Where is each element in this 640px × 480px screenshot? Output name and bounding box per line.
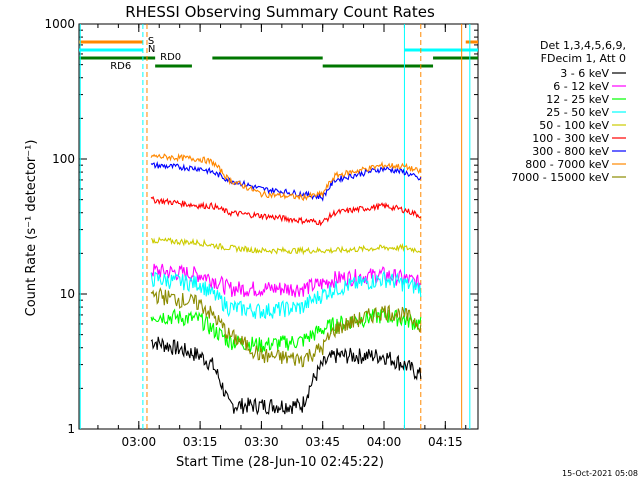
x-tick-label: 03:45 (305, 435, 340, 449)
series-line (150, 161, 422, 202)
legend-label: 300 - 800 keV (532, 145, 609, 158)
series-line (150, 308, 422, 353)
y-axis: 1 10 100 1000 (44, 17, 478, 436)
y-tick-label: 10 (60, 287, 75, 301)
x-tick-label: 04:15 (428, 435, 463, 449)
series-line (150, 287, 422, 368)
plot-frame (78, 23, 479, 430)
legend-label: 7000 - 15000 keV (511, 171, 609, 184)
legend-label: 25 - 50 keV (546, 106, 609, 119)
legend-label: 50 - 100 keV (539, 119, 609, 132)
x-tick-label: 03:30 (244, 435, 279, 449)
legend-label: 3 - 6 keV (560, 67, 609, 80)
legend-header: Det 1,3,4,5,6,9, (540, 39, 626, 52)
saa-flag-label: S (148, 36, 154, 47)
legend-header: FDecim 1, Att 0 (541, 52, 626, 65)
y-tick-label: 1 (67, 422, 75, 436)
decimation-label-rd0: RD0 (160, 52, 181, 63)
x-tick-label: 04:00 (367, 435, 402, 449)
legend-label: 12 - 25 keV (546, 93, 609, 106)
legend-label: 800 - 7000 keV (525, 158, 609, 171)
chart-title: RHESSI Observing Summary Count Rates (125, 3, 435, 21)
x-tick-label: 03:15 (183, 435, 218, 449)
series-line (150, 336, 422, 416)
legend: Det 1,3,4,5,6,9,FDecim 1, Att 0 3 - 6 keV… (511, 39, 626, 184)
series-line (150, 236, 422, 256)
y-axis-label: Count Rate (s⁻¹ detector⁻¹) (24, 140, 39, 317)
attenuator-flags: SN RD0 RD6 (79, 24, 478, 429)
y-tick-label: 1000 (44, 17, 75, 31)
series-line (150, 195, 422, 227)
series-group (150, 152, 422, 416)
series-line (150, 152, 422, 202)
series-line (150, 270, 422, 320)
x-axis: 03:00 03:15 03:30 03:45 04:00 04:15 (97, 24, 467, 449)
night-flag-label: N (148, 44, 155, 55)
x-tick-label: 03:00 (122, 435, 157, 449)
decimation-label-rd6: RD6 (110, 61, 131, 72)
timestamp-label: 15-Oct-2021 05:08 (562, 469, 638, 478)
legend-label: 6 - 12 keV (553, 80, 609, 93)
x-axis-label: Start Time (28-Jun-10 02:45:22) (176, 455, 384, 470)
y-tick-label: 100 (52, 152, 75, 166)
legend-label: 100 - 300 keV (532, 132, 609, 145)
